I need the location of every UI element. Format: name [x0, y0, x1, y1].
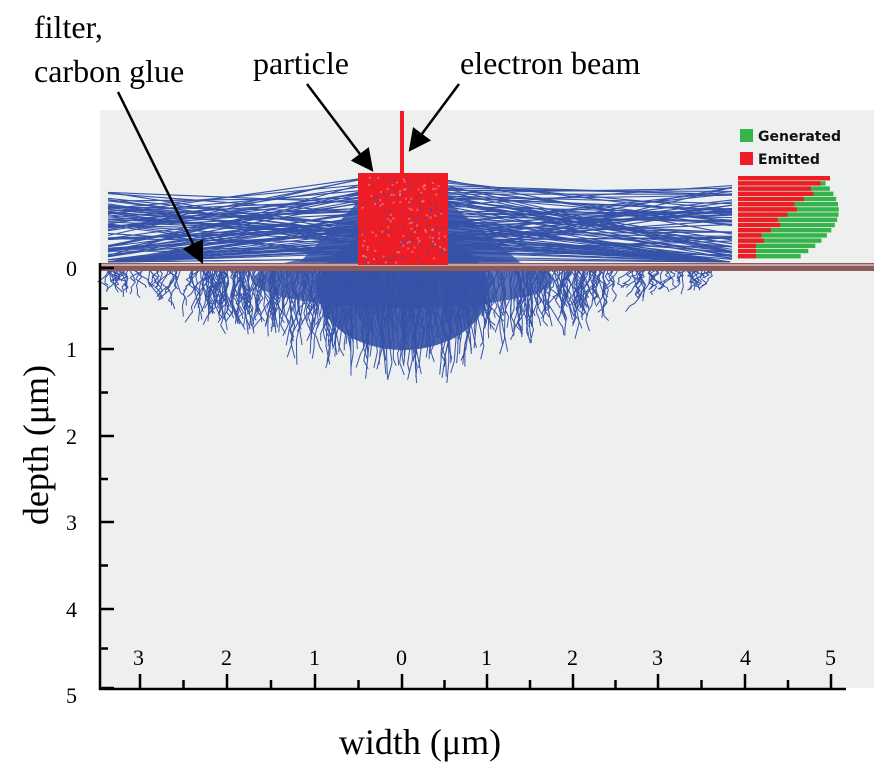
annotation-filter-line2: carbon glue [34, 53, 184, 89]
arrow-electron-beam [408, 83, 461, 152]
arrow-particle [306, 83, 374, 172]
x-tick-label: 3 [652, 645, 663, 670]
x-tick-label: 4 [740, 645, 751, 670]
x-tick-label: 1 [481, 645, 492, 670]
legend-generated-swatch [740, 129, 753, 142]
y-axis-title: depth (μm) [16, 365, 56, 525]
arrow-filter [116, 91, 204, 265]
substrate-highlight [100, 264, 874, 266]
y-tick-label: 5 [66, 683, 77, 708]
particle-block [358, 173, 448, 265]
x-axis-title: width (μm) [339, 722, 501, 762]
x-tick-label: 5 [825, 645, 836, 670]
x-tick-label: 2 [567, 645, 578, 670]
y-tick-label: 4 [66, 597, 77, 622]
y-tick-label: 0 [66, 256, 77, 281]
annotation-particle: particle [253, 45, 349, 81]
y-tick-label: 1 [66, 337, 77, 362]
emission-histogram [738, 176, 839, 259]
backscatter-trajectories [107, 178, 733, 263]
y-axis-ticks [100, 266, 114, 690]
y-tick-label: 3 [66, 510, 77, 535]
legend-emitted-label: Emitted [758, 152, 820, 168]
x-tick-label: 1 [309, 645, 320, 670]
x-tick-label: 3 [133, 645, 144, 670]
substrate-filter-layer [100, 263, 874, 271]
x-tick-label: 0 [396, 645, 407, 670]
electron-scatter-cloud [96, 230, 713, 384]
annotation-electron-beam: electron beam [460, 45, 640, 81]
electron-beam [400, 111, 404, 173]
legend-generated-label: Generated [758, 129, 841, 145]
x-axis-ticks [138, 674, 833, 690]
annotation-filter-line1: filter, [34, 9, 103, 45]
legend-emitted-swatch [740, 152, 753, 165]
x-tick-label: 2 [221, 645, 232, 670]
y-tick-label: 2 [66, 424, 77, 449]
legend: Generated Emitted [740, 129, 841, 168]
